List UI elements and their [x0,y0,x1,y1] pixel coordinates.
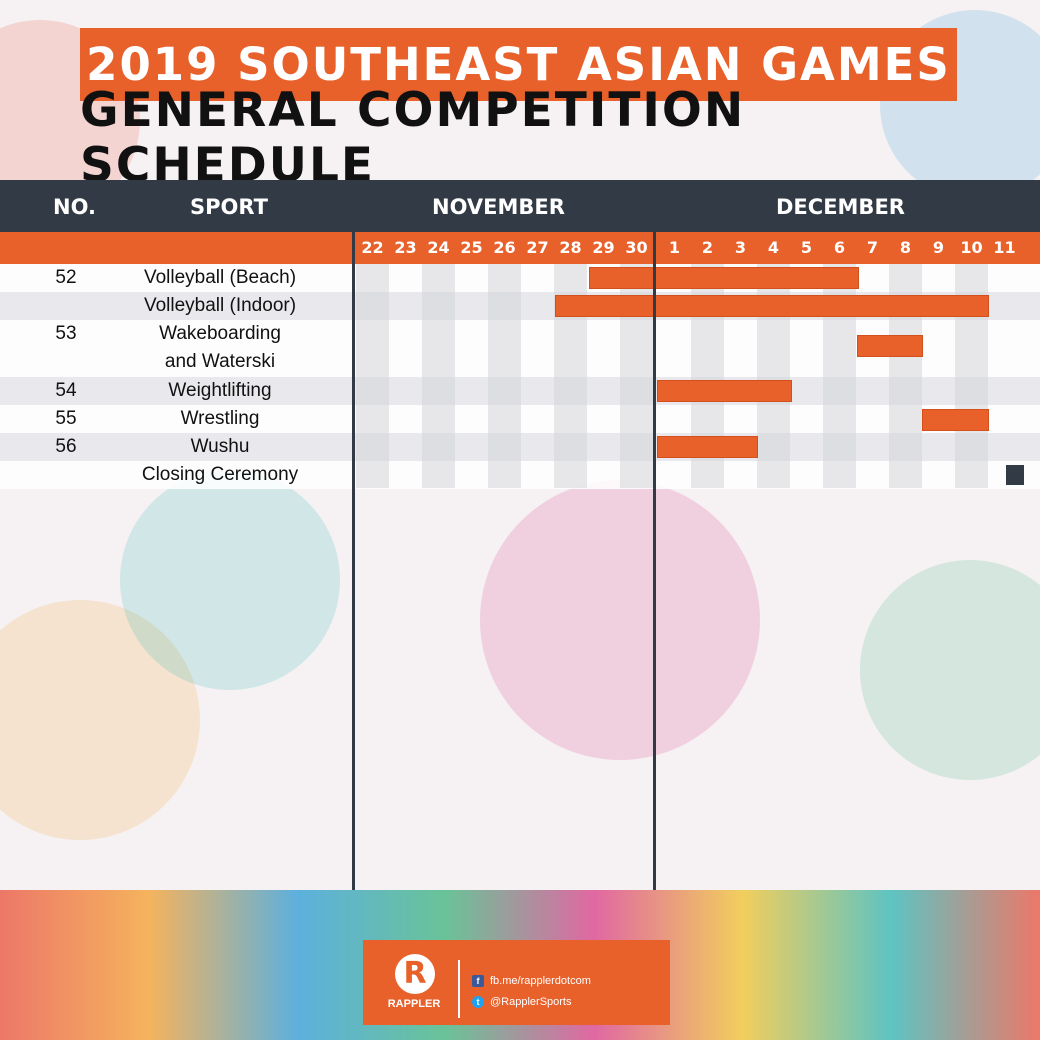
page-title: 2019 SOUTHEAST ASIAN GAMES [80,28,957,101]
sport-name: and Waterski [164,351,276,372]
footer-separator [458,960,460,1018]
day-label: 23 [394,238,417,257]
schedule-bar-wrestling [922,409,989,431]
day-column-shade [488,264,521,488]
day-label: 8 [899,238,912,257]
day-label: 7 [866,238,879,257]
days-header [0,232,1040,264]
twitter-icon: t [472,996,484,1009]
day-label: 3 [734,238,747,257]
page-subtitle: GENERAL COMPETITION SCHEDULE [80,83,746,193]
header-sport: SPORT [190,195,268,219]
schedule-bar-volleyball-indoor [555,295,989,317]
twitter-text: @RapplerSports [490,996,572,1008]
divider-november-december [653,180,656,890]
facebook-icon: f [472,975,484,988]
sport-name: Volleyball (Beach) [143,267,297,288]
schedule-bar-volleyball-beach [589,267,859,289]
day-label: 6 [833,238,846,257]
sport-name: Weightlifting [168,380,272,401]
day-label: 9 [932,238,945,257]
day-label: 11 [993,238,1016,257]
header-no: NO. [53,195,96,219]
row-number: 56 [55,436,77,457]
day-label: 25 [460,238,483,257]
row-number: 53 [55,323,77,344]
schedule-bar-wakeboarding [857,335,923,357]
brand-name: RAPPLER [387,998,441,1010]
day-label: 1 [668,238,681,257]
schedule-mark-closing-ceremony [1006,465,1024,485]
sport-name: Closing Ceremony [141,464,299,485]
header-november: NOVEMBER [432,195,565,219]
day-label: 2 [701,238,714,257]
twitter-link[interactable]: t @RapplerSports [472,996,572,1009]
day-label: 28 [559,238,582,257]
rappler-logo-icon: R [395,954,435,994]
day-label: 24 [427,238,450,257]
day-label: 27 [526,238,549,257]
row-number: 55 [55,408,77,429]
schedule-bar-weightlifting [657,380,792,402]
facebook-link[interactable]: f fb.me/rapplerdotcom [472,975,591,988]
day-label: 10 [960,238,983,257]
table-header: NO. SPORT NOVEMBER DECEMBER [0,180,1040,232]
day-label: 5 [800,238,813,257]
sport-name: Wrestling [180,408,260,429]
day-label: 30 [625,238,648,257]
sport-name: Wakeboarding [159,323,281,344]
day-label: 4 [767,238,780,257]
sport-name: Wushu [190,436,250,457]
day-column-shade [356,264,389,488]
divider-sport-november [352,180,355,890]
day-label: 22 [361,238,384,257]
schedule-bar-wushu [657,436,758,458]
row-number: 52 [55,267,77,288]
day-column-shade [422,264,455,488]
day-label: 29 [592,238,615,257]
row-number: 54 [55,380,77,401]
header-december: DECEMBER [776,195,905,219]
facebook-text: fb.me/rapplerdotcom [490,975,591,987]
day-label: 26 [493,238,516,257]
sport-name: Volleyball (Indoor) [143,295,297,316]
